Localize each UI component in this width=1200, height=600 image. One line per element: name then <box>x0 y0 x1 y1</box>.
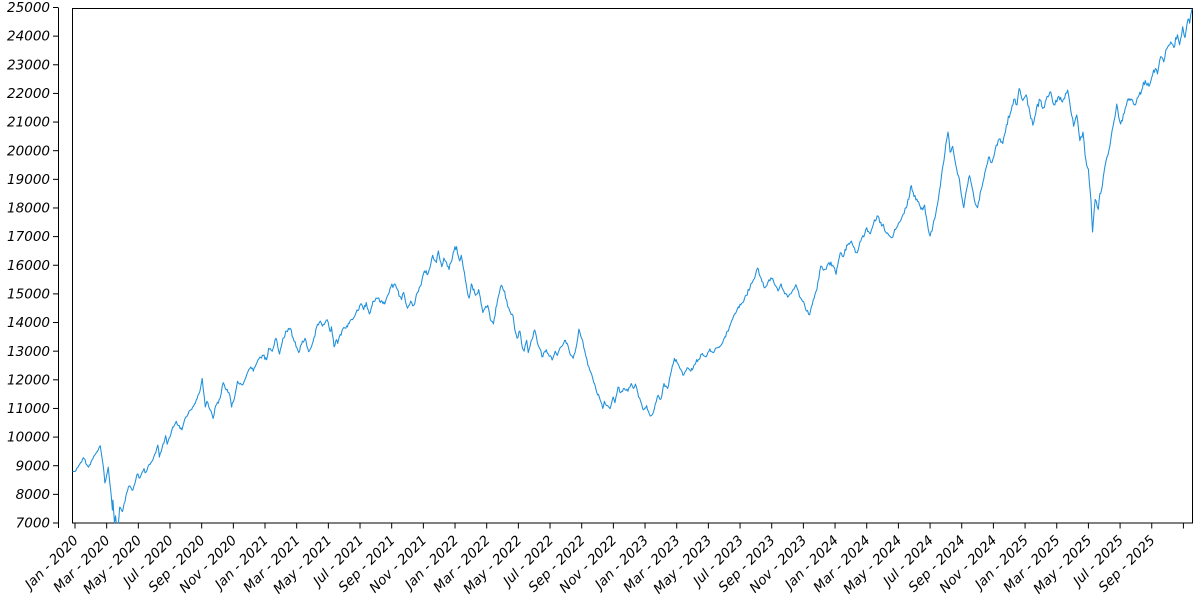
y-tick-label: 10000 <box>7 430 50 446</box>
y-axis: 7000 8000 9000 10000 11000 12000 13000 14000 150… <box>7 0 59 532</box>
y-tick-label: 23000 <box>7 57 50 73</box>
y-tick-label: 25000 <box>7 0 50 16</box>
y-tick-label: 12000 <box>7 372 50 388</box>
y-tick-label: 16000 <box>7 258 50 274</box>
y-tick-label: 21000 <box>7 115 50 131</box>
y-tick-label: 22000 <box>7 86 50 102</box>
y-tick-label: 19000 <box>7 172 50 188</box>
y-tick-label: 18000 <box>7 201 50 217</box>
y-tick-label: 8000 <box>16 487 50 503</box>
y-tick-label: 13000 <box>7 344 50 360</box>
y-tick-label: 11000 <box>7 401 50 417</box>
y-tick-label: 24000 <box>7 29 50 45</box>
y-tick-label: 20000 <box>7 143 50 159</box>
price-series-line <box>72 8 1193 524</box>
y-tick-label: 15000 <box>7 286 50 302</box>
y-tick-label: 7000 <box>16 516 50 532</box>
plot-border <box>72 8 1193 524</box>
y-tick-label: 14000 <box>7 315 50 331</box>
y-tick-label: 9000 <box>16 458 50 474</box>
y-tick-label: 17000 <box>7 229 50 245</box>
